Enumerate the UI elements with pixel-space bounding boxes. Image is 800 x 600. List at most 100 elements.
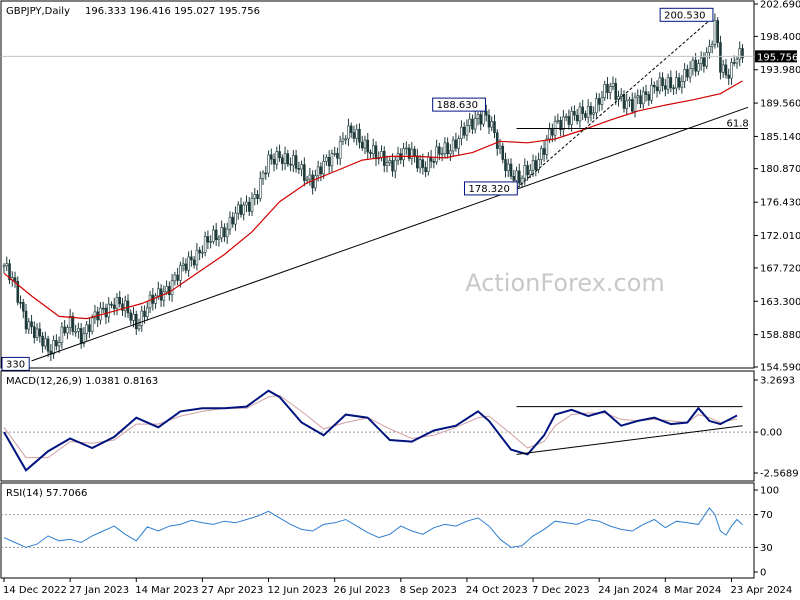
candle (314, 169, 317, 192)
candle (702, 52, 706, 73)
candle (716, 17, 719, 48)
candle (738, 41, 742, 67)
candle (694, 53, 697, 77)
candle (462, 122, 466, 139)
trendline (31, 106, 749, 362)
candle (184, 258, 188, 274)
candle (578, 102, 582, 128)
candle (526, 160, 529, 181)
candle (203, 231, 207, 257)
candle (369, 149, 372, 158)
candle (93, 304, 97, 324)
candle (719, 35, 722, 80)
candle (82, 326, 86, 348)
rsi-panel-frame (0, 482, 755, 579)
candle (154, 292, 157, 309)
candle (641, 86, 645, 109)
candle (21, 299, 25, 319)
x-axis-tick-label: 23 Apr 2024 (730, 585, 792, 596)
candle (44, 331, 47, 350)
price-annotation: 200.530 (659, 7, 714, 22)
candle (721, 59, 725, 79)
candle (595, 92, 598, 118)
candle (677, 72, 681, 91)
candle (710, 40, 714, 54)
candle (247, 197, 251, 217)
candle (198, 246, 201, 261)
candle (234, 206, 237, 231)
candle (272, 153, 276, 172)
candle (349, 122, 353, 138)
candle (41, 332, 44, 353)
candle (628, 96, 631, 108)
candle (388, 157, 392, 167)
candle (209, 235, 212, 249)
price-lines (1, 20, 754, 362)
candle (239, 197, 243, 218)
candle (168, 281, 171, 301)
candle (363, 135, 367, 155)
x-axis-tick-label: 24 Jan 2024 (598, 585, 658, 596)
candle (176, 267, 179, 286)
candle (24, 303, 28, 334)
candle (60, 322, 64, 349)
price-axis-tick-label: 176.430 (760, 198, 800, 209)
candle (292, 150, 295, 173)
candle (300, 160, 303, 177)
price-axis-tick-label: 172.010 (760, 231, 800, 242)
candle (688, 61, 692, 83)
candle (542, 141, 546, 162)
candle (424, 161, 427, 178)
candle (509, 158, 513, 180)
candle (338, 135, 342, 166)
candle (735, 56, 739, 69)
candle (432, 158, 436, 169)
price-axis-tick-label: 163.300 (760, 297, 800, 308)
candle (644, 84, 648, 102)
candle (589, 102, 593, 122)
candle (653, 81, 656, 94)
candle (123, 295, 127, 318)
candle (327, 150, 331, 173)
fib-label: 61.8 (726, 118, 748, 129)
candle (484, 104, 488, 122)
candle (457, 135, 460, 155)
candle (269, 148, 273, 165)
candle (214, 222, 218, 246)
rsi-axis-tick-label: 70 (760, 510, 773, 521)
candle (201, 245, 204, 259)
price-annotations: 200.530 188.630 178.320 330 61.8 (1, 7, 749, 371)
candle (173, 271, 177, 286)
candle (575, 108, 579, 125)
candle (322, 154, 325, 179)
price-axis-tick-label: 185.140 (760, 132, 800, 143)
price-annotation-label: 330 (6, 359, 25, 370)
candle (2, 263, 6, 273)
x-axis-tick-label: 8 Sep 2023 (400, 585, 457, 596)
candle (308, 168, 312, 186)
price-panel: ActionForex.com 200.530 188.630 178.320 330… (0, 0, 755, 371)
candle (253, 187, 257, 206)
candle (564, 113, 568, 122)
rsi-title: RSI(14) 57.7066 (6, 488, 87, 499)
candle (38, 322, 42, 343)
candle (730, 58, 733, 85)
rsi-axis-tick-label: 100 (760, 486, 779, 497)
candle (680, 75, 684, 94)
candle (416, 148, 419, 172)
candle (278, 144, 281, 162)
candle (366, 132, 370, 160)
candle (110, 301, 113, 309)
price-axis-tick-label: 154.590 (760, 363, 800, 374)
x-axis-tick-label: 7 Dec 2023 (532, 585, 590, 596)
price-annotation: 188.630 (432, 97, 486, 112)
x-axis-tick-label: 27 Apr 2023 (201, 585, 263, 596)
price-annotation-label: 200.530 (664, 10, 705, 21)
candle (121, 298, 124, 316)
candle (225, 222, 229, 244)
x-axis-tick-label: 14 Mar 2023 (135, 585, 198, 596)
candle (13, 271, 17, 288)
candle (140, 305, 144, 332)
candle (8, 259, 11, 284)
candle (181, 257, 185, 272)
